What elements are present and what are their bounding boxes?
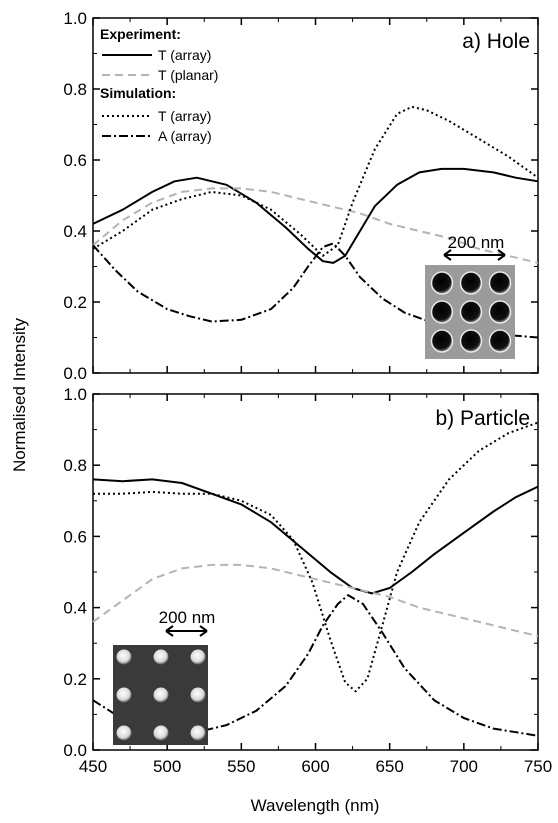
hole-dot <box>488 271 512 295</box>
panel-a-series-solid <box>92 167 539 264</box>
scale-bar-b: 200 nm <box>159 608 216 637</box>
panel-a-y-tick-label: 1.0 <box>63 9 87 28</box>
hole-dot <box>430 329 454 353</box>
panel-a-series-dashed-gray <box>92 187 539 264</box>
particle-dot <box>153 649 169 665</box>
hole-dot <box>459 329 483 353</box>
legend-experiment-heading: Experiment: <box>100 26 181 42</box>
panel-b-x-tick-label: 750 <box>524 757 552 776</box>
panel-b-y-tick-label: 0.6 <box>63 527 87 546</box>
particle-dot <box>190 649 206 665</box>
particle-dot <box>153 725 169 741</box>
panel-a-y-tick-label: 0.4 <box>63 222 87 241</box>
particle-dot <box>116 649 132 665</box>
panel-b-series-solid <box>92 478 539 595</box>
panel-a-y-tick-label: 0.2 <box>63 293 87 312</box>
panel-b-x-tick-label: 600 <box>301 757 329 776</box>
legend-label-t-planar: T (planar) <box>158 67 218 83</box>
particle-dot <box>116 725 132 741</box>
x-axis-title: Wavelength (nm) <box>251 796 380 815</box>
panel-b-x-tick-label: 450 <box>79 757 107 776</box>
hole-dot <box>459 300 483 324</box>
hole-dot <box>430 300 454 324</box>
scale-label-a: 200 nm <box>448 233 505 252</box>
particle-dot <box>190 687 206 703</box>
hole-dot <box>488 329 512 353</box>
hole-dot <box>430 271 454 295</box>
hole-dot <box>459 271 483 295</box>
panel-b-x-tick-label: 500 <box>153 757 181 776</box>
panel-b-x-tick-label: 650 <box>375 757 403 776</box>
panel-b-y-tick-label: 0.8 <box>63 456 87 475</box>
panel-b-label: b) Particle <box>435 407 530 430</box>
particle-dot <box>153 687 169 703</box>
inset-hole-image <box>425 265 515 359</box>
inset-particle-image <box>113 645 208 745</box>
panel-a-y-tick-label: 0.8 <box>63 80 87 99</box>
legend-label-t-array-sim: T (array) <box>158 108 211 124</box>
legend: Experiment: T (array) T (planar) Simulat… <box>100 26 218 144</box>
panel-b-x-tick-label: 700 <box>450 757 478 776</box>
panel-b-y-tick-label: 0.0 <box>63 741 87 760</box>
scale-label-b: 200 nm <box>159 608 216 627</box>
particle-dot <box>190 725 206 741</box>
panel-b-y-tick-label: 0.4 <box>63 599 87 618</box>
particle-dot <box>116 687 132 703</box>
panel-b-x-tick-label: 550 <box>227 757 255 776</box>
legend-simulation-heading: Simulation: <box>100 85 176 101</box>
scale-bar-a: 200 nm <box>443 233 506 261</box>
panel-b-y-tick-label: 0.2 <box>63 670 87 689</box>
panel-b-series-dashed-gray <box>92 563 539 638</box>
legend-label-t-array-exp: T (array) <box>158 47 211 63</box>
panel-b-y-tick-label: 1.0 <box>63 385 87 404</box>
hole-dot <box>488 300 512 324</box>
panel-a-label: a) Hole <box>462 30 530 53</box>
panel-a-y-tick-label: 0.0 <box>63 364 87 383</box>
y-axis-title: Normalised Intensity <box>10 318 29 473</box>
panel-a-y-tick-label: 0.6 <box>63 151 87 170</box>
legend-label-a-array: A (array) <box>158 128 212 144</box>
